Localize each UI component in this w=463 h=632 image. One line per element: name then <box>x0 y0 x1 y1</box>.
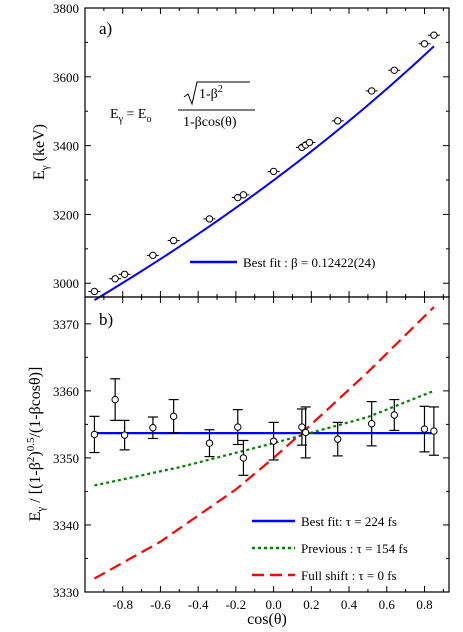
data-point <box>239 454 248 462</box>
panel-a-point <box>149 251 157 260</box>
data-point <box>269 437 278 445</box>
panel-a-y-tick-label: 3400 <box>53 139 79 154</box>
panel-a-legend-label: Best fit : β = 0.12422(24) <box>243 255 375 270</box>
panel-a-point <box>205 215 214 223</box>
panel-a-point <box>430 31 438 39</box>
x-tick-label: 0.6 <box>379 597 396 612</box>
panel-a-point <box>269 167 278 176</box>
panel-b-series <box>93 306 435 580</box>
panel-a-point <box>390 66 399 74</box>
panel-a-point <box>90 287 99 296</box>
data-point <box>367 420 376 428</box>
series-line-1 <box>94 389 435 487</box>
x-tick-label: 0.2 <box>303 597 319 612</box>
x-tick-label: -0.4 <box>188 597 209 612</box>
x-tick-label: 0.4 <box>341 597 358 612</box>
data-point <box>120 431 129 439</box>
panel-b-legend: Best fit: τ = 224 fs Previous : τ = 154 … <box>252 514 408 583</box>
data-point <box>205 439 214 447</box>
panel-a-label: a) <box>99 19 112 38</box>
equation-denominator: 1-βcos(θ) <box>183 115 237 130</box>
x-tick-label: -0.2 <box>226 597 247 612</box>
x-tick-label: -0.6 <box>150 597 171 612</box>
panel-a-y-tick-label: 3800 <box>53 1 79 16</box>
data-point <box>334 435 342 443</box>
data-point <box>420 425 429 433</box>
panel-a: 3000 3200 3400 3600 3800 a) Eγ = Eo 1-β2 1-β… <box>31 1 450 301</box>
panel-b-y-tick-label: 3330 <box>53 585 79 600</box>
x-axis-title: cos(θ) <box>247 611 287 628</box>
panel-a-fit-curve <box>93 45 435 301</box>
data-point <box>169 412 178 421</box>
legend-label-full-shift: Full shift : τ = 0 fs <box>301 568 397 583</box>
equation-numerator: 1-β2 <box>199 84 223 102</box>
panel-b-y-tick-label: 3340 <box>53 518 79 533</box>
data-point <box>111 395 119 404</box>
data-point <box>430 427 438 435</box>
panel-b-y-tick-label: 3360 <box>53 384 79 399</box>
legend-label-best-fit: Best fit: τ = 224 fs <box>301 514 397 529</box>
panel-a-point <box>367 87 376 95</box>
panel-a-point <box>111 275 119 283</box>
data-point <box>390 411 399 419</box>
panel-b-ticks: 3330 3340 3350 3360 3370 -0.8 -0.6 -0.4 -0.2 0.0 0… <box>53 297 449 612</box>
panel-a-point <box>239 191 248 199</box>
x-tick-label: -0.8 <box>112 597 133 612</box>
panel-b-y-tick-label: 3370 <box>53 317 79 332</box>
panel-b-label: b) <box>99 310 113 329</box>
x-tick-label: 0.0 <box>265 597 281 612</box>
panel-a-y-axis-title: Eγ (keV) <box>31 124 51 180</box>
panel-b: 3330 3340 3350 3360 3370 -0.8 -0.6 -0.4 -0.2 0.0 0… <box>25 296 450 628</box>
panel-a-y-tick-label: 3600 <box>53 70 79 85</box>
series-line-2 <box>93 306 435 580</box>
panel-a-point <box>169 236 178 245</box>
panel-b-frame <box>84 296 450 593</box>
panel-b-points <box>89 378 439 476</box>
equation-sqrt-sign <box>183 81 250 106</box>
panel-a-point <box>334 117 342 125</box>
data-point <box>149 424 157 432</box>
panel-a-legend: Best fit : β = 0.12422(24) <box>190 255 375 270</box>
panel-a-ticks: 3000 3200 3400 3600 3800 <box>53 1 449 297</box>
panel-a-point <box>420 40 429 48</box>
legend-label-previous: Previous : τ = 154 fs <box>301 541 408 556</box>
panel-a-y-tick-label: 3000 <box>53 276 79 291</box>
panel-a-point <box>305 138 314 147</box>
panel-b-y-tick-label: 3350 <box>53 451 79 466</box>
panel-a-point <box>120 270 129 278</box>
x-tick-label: 0.8 <box>416 597 432 612</box>
panel-a-y-tick-label: 3200 <box>53 207 79 222</box>
panel-a-frame <box>84 7 450 298</box>
fit-curve-line <box>93 45 435 301</box>
data-point <box>301 428 310 437</box>
panel-a-equation: Eγ = Eo 1-β2 1-βcos(θ) <box>110 81 255 130</box>
panel-a-points <box>88 31 440 296</box>
data-point <box>90 430 99 439</box>
data-point <box>234 423 242 431</box>
panel-b-y-axis-title: Eγ / [(1-β2)0.5/(1-βcosθ)] <box>25 367 47 522</box>
equation-lhs: Eγ = Eo <box>110 107 151 125</box>
